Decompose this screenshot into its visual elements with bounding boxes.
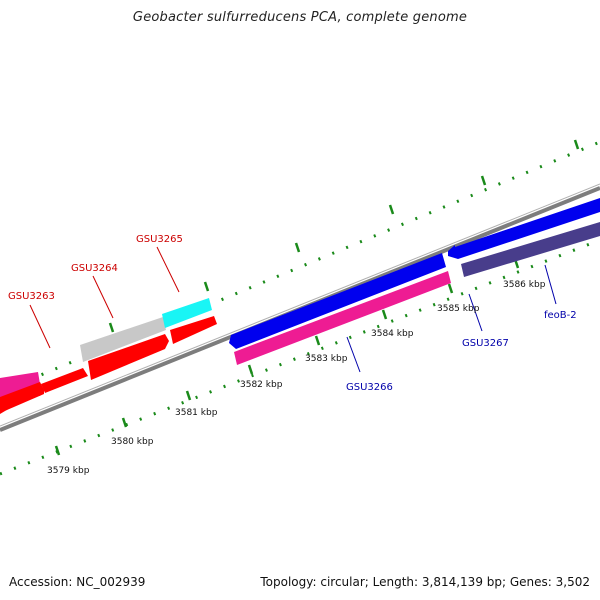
callout-GSU3266 bbox=[346, 336, 361, 373]
tick-labels: 3579 kbp 3580 kbp 3581 kbp 3582 kbp 3583… bbox=[47, 280, 546, 476]
outer-major-tick bbox=[480, 175, 487, 186]
inner-major-tick bbox=[185, 390, 192, 401]
tick-label-3585: 3585 kbp bbox=[437, 304, 480, 314]
outer-major-tick bbox=[573, 139, 580, 150]
callout-GSU3264 bbox=[92, 275, 114, 319]
callout-lines bbox=[29, 246, 557, 373]
outer-tick-ring bbox=[0, 140, 600, 394]
gene-arrow-feoB-2[interactable] bbox=[461, 222, 600, 277]
tick-label-3579: 3579 kbp bbox=[47, 466, 90, 476]
map-title: Geobacter sulfurreducens PCA, complete g… bbox=[132, 10, 468, 25]
gene-arrow-cyan[interactable] bbox=[162, 298, 212, 328]
gene-arrow-blue[interactable] bbox=[229, 253, 446, 349]
tick-label-3581: 3581 kbp bbox=[175, 408, 218, 418]
outer-major-tick bbox=[108, 322, 115, 333]
callout-GSU3267 bbox=[468, 293, 483, 332]
callout-GSU3263 bbox=[29, 304, 51, 349]
inner-major-tick bbox=[314, 335, 321, 346]
gene-arrow-GSU3265-red[interactable] bbox=[170, 316, 217, 344]
gene-arrow-GSU3264[interactable] bbox=[88, 334, 169, 380]
tick-label-3584: 3584 kbp bbox=[371, 329, 414, 339]
callout-GSU3265 bbox=[156, 246, 180, 293]
gene-label-GSU3263[interactable]: GSU3263 bbox=[8, 291, 55, 302]
forward-strand-genes bbox=[0, 198, 600, 413]
genome-summary-text: Topology: circular; Length: 3,814,139 bp… bbox=[260, 575, 590, 589]
gene-label-feoB-2[interactable]: feoB-2 bbox=[544, 310, 577, 321]
gene-label-GSU3267[interactable]: GSU3267 bbox=[462, 338, 509, 349]
gene-arrow-GSU3267[interactable] bbox=[448, 198, 600, 259]
tick-label-3583: 3583 kbp bbox=[305, 354, 348, 364]
callout-feoB-2 bbox=[544, 264, 557, 305]
gene-arrow-GSU3266[interactable] bbox=[234, 271, 451, 365]
outer-tick-dots bbox=[0, 140, 600, 394]
accession-text: Accession: NC_002939 bbox=[9, 575, 146, 589]
backbone-highlight bbox=[0, 183, 600, 427]
inner-major-tick bbox=[54, 445, 61, 456]
outer-major-tick bbox=[203, 281, 210, 292]
tick-label-3586: 3586 kbp bbox=[503, 280, 546, 290]
outer-major-tick bbox=[388, 204, 395, 215]
tick-label-3580: 3580 kbp bbox=[111, 437, 154, 447]
inner-major-tick bbox=[447, 283, 454, 294]
gene-arrow-gray[interactable] bbox=[80, 317, 166, 362]
gene-label-GSU3266[interactable]: GSU3266 bbox=[346, 382, 393, 393]
genome-backbone bbox=[0, 183, 600, 432]
gene-label-GSU3264[interactable]: GSU3264 bbox=[71, 263, 118, 274]
inner-major-ticks bbox=[54, 258, 520, 456]
inner-major-tick bbox=[381, 309, 388, 320]
gene-labels: GSU3263 GSU3264 GSU3265 GSU3266 GSU3267 … bbox=[8, 234, 577, 393]
tick-label-3582: 3582 kbp bbox=[240, 380, 283, 390]
outer-major-tick bbox=[294, 242, 301, 253]
gene-arrow-GSU3263-left[interactable] bbox=[0, 382, 44, 413]
gene-arrow-GSU3263[interactable] bbox=[41, 368, 88, 393]
inner-major-tick bbox=[121, 417, 128, 428]
gene-label-GSU3265[interactable]: GSU3265 bbox=[136, 234, 183, 245]
inner-major-tick bbox=[247, 364, 254, 375]
